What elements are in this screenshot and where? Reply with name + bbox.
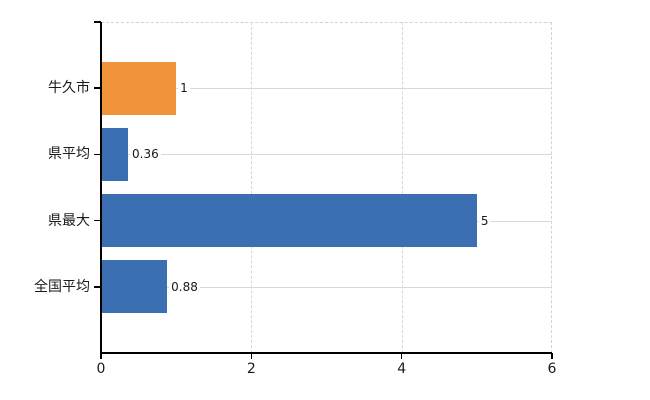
category-label: 牛久市 [48,80,90,97]
category-label: 県平均 [48,146,90,163]
gridline-horizontal [101,154,552,156]
bar [101,61,177,115]
x-tick-label: 6 [547,361,557,377]
bar [101,260,168,314]
x-axis-line [100,352,552,354]
bar-value-label: 5 [478,213,491,228]
category-label: 全国平均 [34,278,90,295]
bar-value-label: 1 [178,81,190,96]
gridline-vertical [251,22,253,353]
x-axis-tick [250,353,253,359]
x-tick-label: 2 [246,361,256,377]
x-axis-tick [551,353,553,359]
bar-value-label: 0.36 [130,147,161,162]
bar [101,127,129,181]
y-axis-tick [94,286,101,288]
category-label: 県最大 [48,212,90,229]
y-axis-line [100,22,102,354]
y-axis-tick [94,219,101,222]
bar [101,194,477,248]
gridline-horizontal [101,286,552,288]
y-axis-tick [94,153,101,156]
gridline-horizontal [101,88,552,90]
y-axis-tick [94,21,101,23]
x-axis-tick [400,353,403,359]
x-tick-label: 0 [96,361,106,377]
x-tick-label: 4 [397,361,407,377]
plot-area [101,22,552,353]
y-axis-tick [94,87,101,89]
bar-value-label: 0.88 [169,279,200,294]
gridline-vertical [401,22,403,353]
x-axis-tick [100,353,102,359]
